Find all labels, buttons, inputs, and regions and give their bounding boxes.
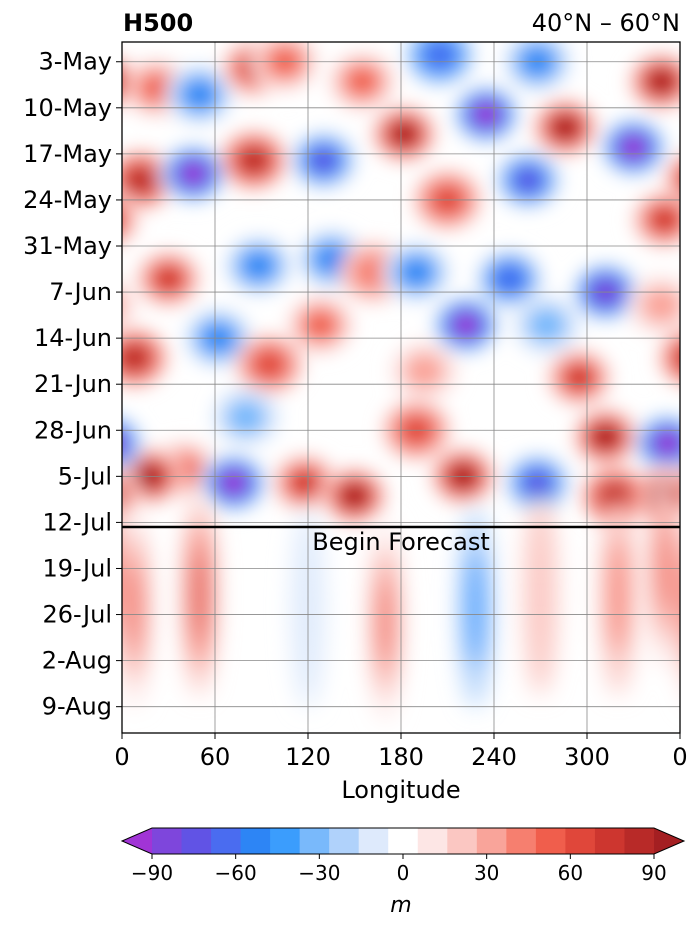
x-tick-label: 60 [200, 743, 231, 771]
y-tick-label: 7-Jun [49, 278, 112, 306]
y-tick-label: 21-Jun [34, 370, 112, 398]
colorbar-segment [241, 828, 271, 854]
colorbar-tick-label: 0 [397, 861, 410, 885]
colorbar-segment [388, 828, 418, 854]
chart-title: H500 [123, 9, 193, 37]
x-tick-label: 0 [672, 743, 687, 771]
forecast-label: Begin Forecast [312, 528, 490, 556]
colorbar: −90 −60 −30 0 30 60 90 [122, 828, 684, 885]
colorbar-segment [477, 828, 507, 854]
y-tick-label: 9-Aug [42, 693, 112, 721]
colorbar-segment [595, 828, 625, 854]
y-tick-label: 24-May [23, 186, 112, 214]
x-tick-label: 240 [471, 743, 517, 771]
y-tick-label: 17-May [23, 140, 112, 168]
colorbar-label: m [390, 893, 411, 918]
y-tick-label: 28-Jun [34, 416, 112, 444]
y-tick-label: 14-Jun [34, 324, 112, 352]
y-tick-label: 26-Jul [43, 601, 113, 629]
colorbar-segment [329, 828, 359, 854]
colorbar-extend-low [122, 828, 152, 854]
colorbar-tick-label: 30 [474, 861, 499, 885]
colorbar-extend-high [654, 828, 684, 854]
y-tick-label: 12-Jul [43, 508, 113, 536]
colorbar-segment [565, 828, 595, 854]
colorbar-segment [447, 828, 477, 854]
colorbar-segment [359, 828, 389, 854]
y-tick-label: 10-May [23, 94, 112, 122]
y-tick-label: 2-Aug [42, 647, 112, 675]
x-tick-label: 300 [564, 743, 610, 771]
colorbar-tick-label: −90 [131, 861, 173, 885]
colorbar-segment [300, 828, 330, 854]
y-tick-label: 5-Jul [58, 462, 112, 490]
y-tick-label: 31-May [23, 232, 112, 260]
colorbar-segment [211, 828, 241, 854]
colorbar-segment [506, 828, 536, 854]
colorbar-segment [182, 828, 212, 854]
colorbar-segment [418, 828, 448, 854]
y-axis: 3-May 10-May 17-May 24-May 31-May 7-Jun 14-Jun… [23, 48, 122, 721]
colorbar-segment [152, 828, 182, 854]
x-tick-label: 180 [378, 743, 424, 771]
colorbar-segment [270, 828, 300, 854]
y-tick-label: 3-May [38, 48, 112, 76]
x-axis: 0 60 120 180 240 300 0 [114, 733, 687, 771]
x-tick-label: 0 [114, 743, 129, 771]
x-axis-label: Longitude [341, 776, 460, 804]
chart-region: 40°N – 60°N [532, 9, 680, 37]
colorbar-tick-label: 60 [558, 861, 583, 885]
x-tick-label: 120 [285, 743, 331, 771]
colorbar-segment [624, 828, 654, 854]
y-tick-label: 19-Jul [43, 554, 113, 582]
colorbar-segment [536, 828, 566, 854]
colorbar-tick-label: −60 [215, 861, 257, 885]
colorbar-tick-label: −30 [298, 861, 340, 885]
colorbar-tick-label: 90 [641, 861, 666, 885]
